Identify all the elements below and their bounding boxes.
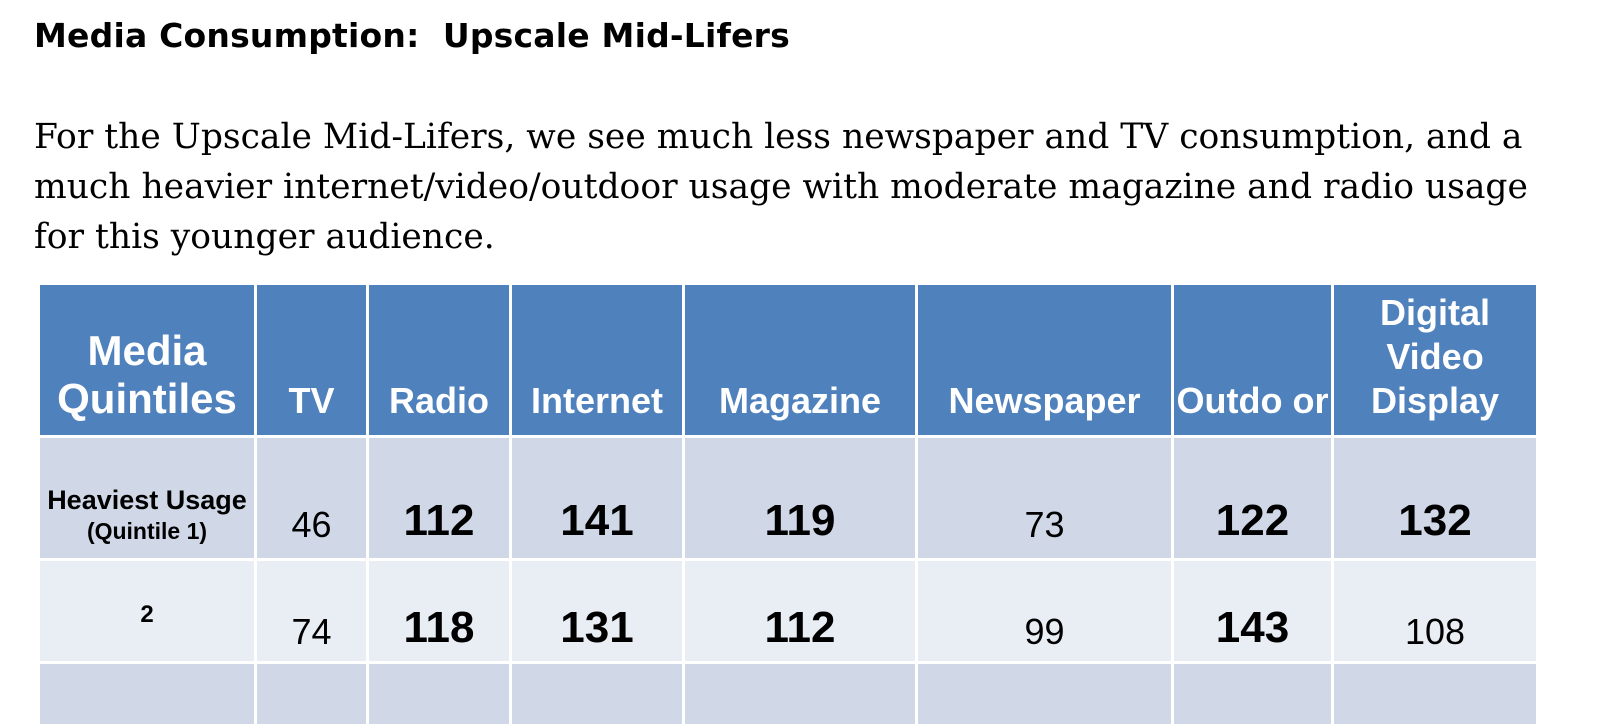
header-magazine: Magazine	[685, 285, 915, 435]
cell-outdoor: 143	[1174, 561, 1331, 661]
cell-radio: 118	[369, 561, 509, 661]
row-label-cell: Heaviest Usage (Quintile 1)	[40, 438, 254, 558]
cell-radio: 112	[369, 438, 509, 558]
cell-internet: 131	[512, 561, 682, 661]
cell-newspaper: 99	[918, 561, 1171, 661]
header-newspaper: Newspaper	[918, 285, 1171, 435]
header-internet: Internet	[512, 285, 682, 435]
cell-outdoor: 122	[1174, 438, 1331, 558]
table-row-partial	[40, 664, 1536, 724]
header-tv: TV	[257, 285, 366, 435]
empty-cell	[257, 664, 366, 724]
table-header-row: Media Quintiles TV Radio Internet Magazi…	[40, 285, 1536, 435]
header-media-quintiles: Media Quintiles	[40, 285, 254, 435]
cell-tv: 46	[257, 438, 366, 558]
empty-cell	[512, 664, 682, 724]
header-radio: Radio	[369, 285, 509, 435]
page-title: Media Consumption: Upscale Mid-Lifers	[34, 16, 790, 55]
header-digital-video-display: Digital Video Display	[1334, 285, 1536, 435]
row-label-cell: 2	[40, 561, 254, 661]
cell-internet: 141	[512, 438, 682, 558]
table-row: 2 74 118 131 112 99 143 108	[40, 561, 1536, 661]
row-sublabel: (Quintile 1)	[86, 518, 208, 544]
header-outdoor: Outdo or	[1174, 285, 1331, 435]
empty-cell	[918, 664, 1171, 724]
cell-digital-video: 108	[1334, 561, 1536, 661]
empty-cell	[40, 664, 254, 724]
empty-cell	[1174, 664, 1331, 724]
cell-magazine: 119	[685, 438, 915, 558]
empty-cell	[1334, 664, 1536, 724]
cell-digital-video: 132	[1334, 438, 1536, 558]
cell-newspaper: 73	[918, 438, 1171, 558]
empty-cell	[685, 664, 915, 724]
media-quintiles-table: Media Quintiles TV Radio Internet Magazi…	[37, 282, 1539, 727]
empty-cell	[369, 664, 509, 724]
cell-magazine: 112	[685, 561, 915, 661]
row-label: Heaviest Usage	[47, 485, 247, 515]
cell-tv: 74	[257, 561, 366, 661]
table-row: Heaviest Usage (Quintile 1) 46 112 141 1…	[40, 438, 1536, 558]
intro-paragraph: For the Upscale Mid-Lifers, we see much …	[34, 117, 1528, 257]
